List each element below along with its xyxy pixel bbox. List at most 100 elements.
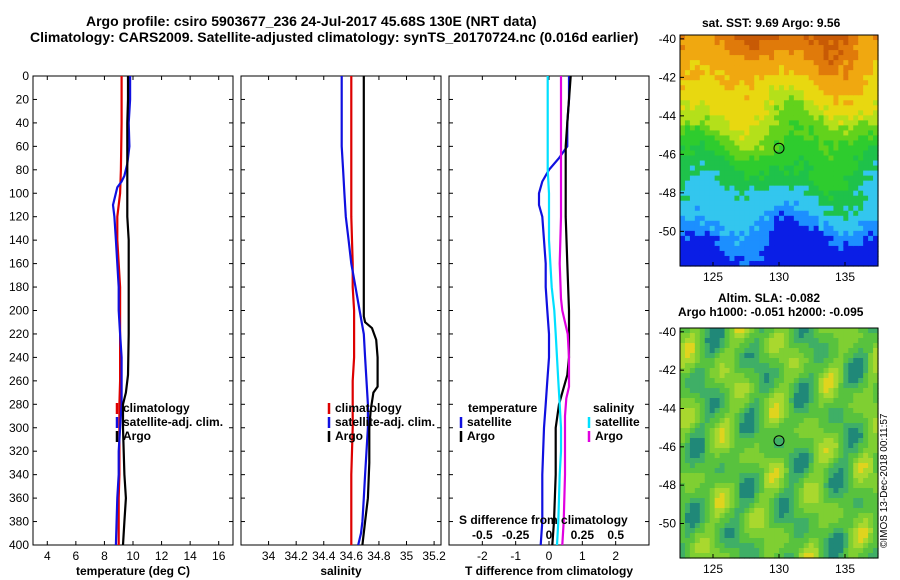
- sla-map-cell: [699, 503, 706, 509]
- sst-map-cell: [709, 240, 716, 247]
- sst-map-cell: [744, 190, 750, 197]
- sst-map-cell: [848, 40, 854, 46]
- sla-map-cell: [783, 553, 790, 559]
- sla-map-cell: [848, 448, 854, 454]
- sst-map-cell: [788, 235, 795, 242]
- sst-map-cell: [868, 65, 874, 71]
- sst-map-cell: [793, 190, 800, 197]
- sla-map-cell: [863, 378, 869, 384]
- sla-map-cell: [793, 478, 800, 484]
- sla-map-cell: [868, 508, 874, 514]
- sst-map-cell: [714, 135, 721, 142]
- sla-map-cell: [788, 373, 795, 379]
- sla-map-cell: [798, 528, 805, 534]
- sla-map-cell: [833, 428, 839, 434]
- sla-map-cell: [709, 413, 716, 419]
- sst-map-cell: [774, 145, 780, 152]
- sla-map-cell: [873, 353, 879, 359]
- sst-map-cell: [739, 50, 745, 56]
- sla-map-cell: [793, 543, 800, 549]
- sst-map-cell: [774, 200, 780, 207]
- sla-map-cell: [823, 473, 830, 479]
- sla-map-cell: [759, 383, 765, 389]
- sla-map-cell: [759, 438, 765, 444]
- sst-map-cell: [699, 40, 706, 46]
- sla-map-cell: [813, 548, 820, 554]
- sst-map-cell: [823, 130, 830, 137]
- sla-map-cell: [769, 433, 775, 439]
- sst-map-cell: [714, 85, 721, 91]
- sst-map-cell: [734, 65, 740, 71]
- sst-map-cell: [828, 135, 835, 142]
- sla-map-cell: [704, 483, 711, 489]
- sla-map-cell: [783, 373, 790, 379]
- sla-map-cell: [783, 328, 790, 334]
- sst-map-cell: [833, 205, 839, 212]
- sla-map-cell: [744, 533, 750, 539]
- sla-map-cell: [704, 358, 711, 364]
- sla-map-cell: [813, 358, 820, 364]
- sst-map-cell: [843, 90, 849, 96]
- sla-map-cell: [764, 438, 770, 444]
- sst-map-cell: [684, 90, 691, 96]
- sst-map-cell: [709, 85, 716, 91]
- sst-map-cell: [793, 215, 800, 222]
- sst-map-cell: [759, 185, 765, 192]
- sst-map-cell: [838, 225, 844, 232]
- sla-map-cell: [774, 553, 780, 559]
- sla-map-cell: [774, 533, 780, 539]
- sst-map-cell: [813, 85, 820, 91]
- sst-map-cell: [724, 120, 731, 126]
- sst-map-cell: [774, 170, 780, 177]
- sla-map-cell: [838, 363, 844, 369]
- sla-map-cell: [868, 543, 874, 549]
- sla-map-cell: [868, 393, 874, 399]
- sla-map-cell: [813, 388, 820, 394]
- sst-map-cell: [843, 155, 849, 162]
- sla-map-cell: [853, 358, 859, 364]
- sst-map-cell: [808, 90, 815, 96]
- sst-map-cell: [873, 165, 879, 172]
- sla-map-cell: [734, 533, 740, 539]
- sla-map-cell: [868, 338, 874, 344]
- sla-map-cell: [774, 343, 780, 349]
- sla-map-cell: [699, 478, 706, 484]
- sla-map-cell: [838, 398, 844, 404]
- sla-map-cell: [828, 363, 835, 369]
- sst-map-cell: [719, 80, 726, 86]
- sst-map-cell: [729, 45, 736, 51]
- sla-map-cell: [818, 548, 825, 554]
- sst-map-cell: [709, 125, 716, 132]
- sla-map-cell: [734, 393, 740, 399]
- sst-map-cell: [749, 210, 755, 217]
- sst-map-cell: [798, 35, 805, 41]
- sst-map-cell: [793, 125, 800, 132]
- sst-map-cell: [699, 85, 706, 91]
- sla-map-cell: [684, 508, 691, 514]
- sst-map-cell: [694, 110, 701, 116]
- sla-map-cell: [719, 493, 726, 499]
- sla-map-cell: [694, 378, 701, 384]
- sst-map-cell: [818, 45, 825, 51]
- sla-map-cell: [754, 443, 760, 449]
- sla-map-cell: [719, 413, 726, 419]
- sst-map-cell: [823, 155, 830, 162]
- sla-map-cell: [853, 458, 859, 464]
- sla-map-cell: [833, 493, 839, 499]
- sla-map-cell: [774, 503, 780, 509]
- sst-map-cell: [828, 245, 835, 252]
- sst-map-cell: [803, 235, 810, 242]
- sst-map-cell: [838, 35, 844, 41]
- sla-map-cell: [754, 543, 760, 549]
- sla-map-cell: [833, 353, 839, 359]
- sst-map-cell: [754, 185, 760, 192]
- sla-map-cell: [868, 463, 874, 469]
- sla-map-cell: [873, 478, 879, 484]
- sla-map-cell: [680, 523, 686, 529]
- sla-map-cell: [868, 523, 874, 529]
- sla-map-cell: [724, 373, 731, 379]
- sla-map-cell: [873, 348, 879, 354]
- sla-map-cell: [704, 553, 711, 559]
- sst-map-cell: [689, 230, 696, 237]
- sla-map-cell: [749, 498, 755, 504]
